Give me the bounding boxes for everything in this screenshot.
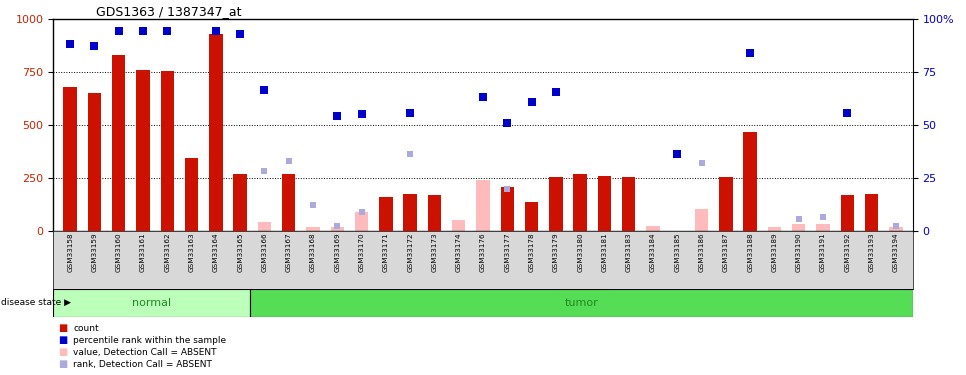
- Text: count: count: [73, 324, 99, 333]
- Bar: [816, 224, 830, 231]
- Bar: [112, 55, 126, 231]
- Bar: [792, 224, 806, 231]
- Bar: [865, 194, 878, 231]
- Text: GSM33183: GSM33183: [626, 232, 632, 272]
- Text: GSM33168: GSM33168: [310, 232, 316, 272]
- Bar: [550, 188, 562, 231]
- Bar: [88, 93, 101, 231]
- Bar: [53, 289, 249, 317]
- Text: GSM33191: GSM33191: [820, 232, 826, 272]
- Text: GDS1363 / 1387347_at: GDS1363 / 1387347_at: [97, 4, 242, 18]
- Bar: [404, 194, 416, 231]
- Text: GSM33172: GSM33172: [407, 232, 413, 272]
- Bar: [428, 195, 441, 231]
- Text: GSM33169: GSM33169: [334, 232, 340, 272]
- Text: GSM33165: GSM33165: [237, 232, 243, 272]
- Text: GSM33162: GSM33162: [164, 232, 170, 272]
- Text: ■: ■: [58, 359, 68, 369]
- Text: GSM33164: GSM33164: [213, 232, 219, 272]
- Bar: [598, 176, 611, 231]
- Text: ■: ■: [58, 323, 68, 333]
- Text: GSM33170: GSM33170: [358, 232, 364, 272]
- Bar: [355, 211, 368, 231]
- Bar: [476, 180, 490, 231]
- Text: GSM33187: GSM33187: [723, 232, 729, 272]
- Text: disease state ▶: disease state ▶: [1, 298, 71, 307]
- Bar: [234, 174, 247, 231]
- Text: GSM33161: GSM33161: [140, 232, 146, 272]
- Bar: [646, 226, 660, 231]
- Text: GSM33193: GSM33193: [868, 232, 874, 272]
- Bar: [282, 205, 296, 231]
- Bar: [622, 197, 636, 231]
- Text: rank, Detection Call = ABSENT: rank, Detection Call = ABSENT: [73, 360, 213, 369]
- Bar: [210, 34, 222, 231]
- Bar: [500, 187, 514, 231]
- Bar: [136, 70, 150, 231]
- Bar: [598, 214, 611, 231]
- Bar: [306, 228, 320, 231]
- Bar: [282, 174, 296, 231]
- Text: GSM33158: GSM33158: [67, 232, 73, 272]
- Bar: [500, 203, 514, 231]
- Bar: [525, 205, 538, 231]
- Text: GSM33181: GSM33181: [602, 232, 608, 272]
- Bar: [64, 87, 77, 231]
- Text: GSM33174: GSM33174: [456, 232, 462, 272]
- Bar: [768, 228, 781, 231]
- Bar: [550, 177, 562, 231]
- Bar: [574, 188, 586, 231]
- Text: GSM33188: GSM33188: [747, 232, 753, 272]
- Bar: [249, 289, 913, 317]
- Bar: [865, 214, 878, 231]
- Bar: [380, 197, 392, 231]
- Bar: [719, 177, 732, 231]
- Text: normal: normal: [131, 298, 171, 308]
- Text: GSM33166: GSM33166: [262, 232, 268, 272]
- Text: GSM33177: GSM33177: [504, 232, 510, 272]
- Text: tumor: tumor: [564, 298, 598, 308]
- Bar: [185, 158, 198, 231]
- Text: GSM33178: GSM33178: [528, 232, 534, 272]
- Bar: [452, 220, 466, 231]
- Text: GSM33192: GSM33192: [844, 232, 850, 272]
- Bar: [525, 202, 538, 231]
- Text: GSM33171: GSM33171: [383, 232, 389, 272]
- Bar: [330, 228, 344, 231]
- Bar: [622, 177, 636, 231]
- Bar: [744, 132, 756, 231]
- Text: GSM33184: GSM33184: [650, 232, 656, 272]
- Text: GSM33180: GSM33180: [577, 232, 583, 272]
- Text: GSM33194: GSM33194: [893, 232, 899, 272]
- Text: GSM33179: GSM33179: [553, 232, 559, 272]
- Text: GSM33189: GSM33189: [772, 232, 778, 272]
- Bar: [695, 209, 708, 231]
- Bar: [840, 195, 854, 231]
- Text: ■: ■: [58, 335, 68, 345]
- Bar: [160, 70, 174, 231]
- Text: ■: ■: [58, 347, 68, 357]
- Text: GSM33160: GSM33160: [116, 232, 122, 272]
- Text: GSM33185: GSM33185: [674, 232, 680, 272]
- Text: GSM33159: GSM33159: [92, 232, 98, 272]
- Bar: [574, 174, 586, 231]
- Text: GSM33163: GSM33163: [188, 232, 194, 272]
- Text: GSM33186: GSM33186: [698, 232, 704, 272]
- Text: value, Detection Call = ABSENT: value, Detection Call = ABSENT: [73, 348, 217, 357]
- Text: percentile rank within the sample: percentile rank within the sample: [73, 336, 227, 345]
- Bar: [234, 205, 247, 231]
- Bar: [889, 228, 902, 231]
- Text: GSM33176: GSM33176: [480, 232, 486, 272]
- Text: GSM33190: GSM33190: [796, 232, 802, 272]
- Text: GSM33173: GSM33173: [432, 232, 438, 272]
- Text: GSM33167: GSM33167: [286, 232, 292, 272]
- Bar: [258, 222, 271, 231]
